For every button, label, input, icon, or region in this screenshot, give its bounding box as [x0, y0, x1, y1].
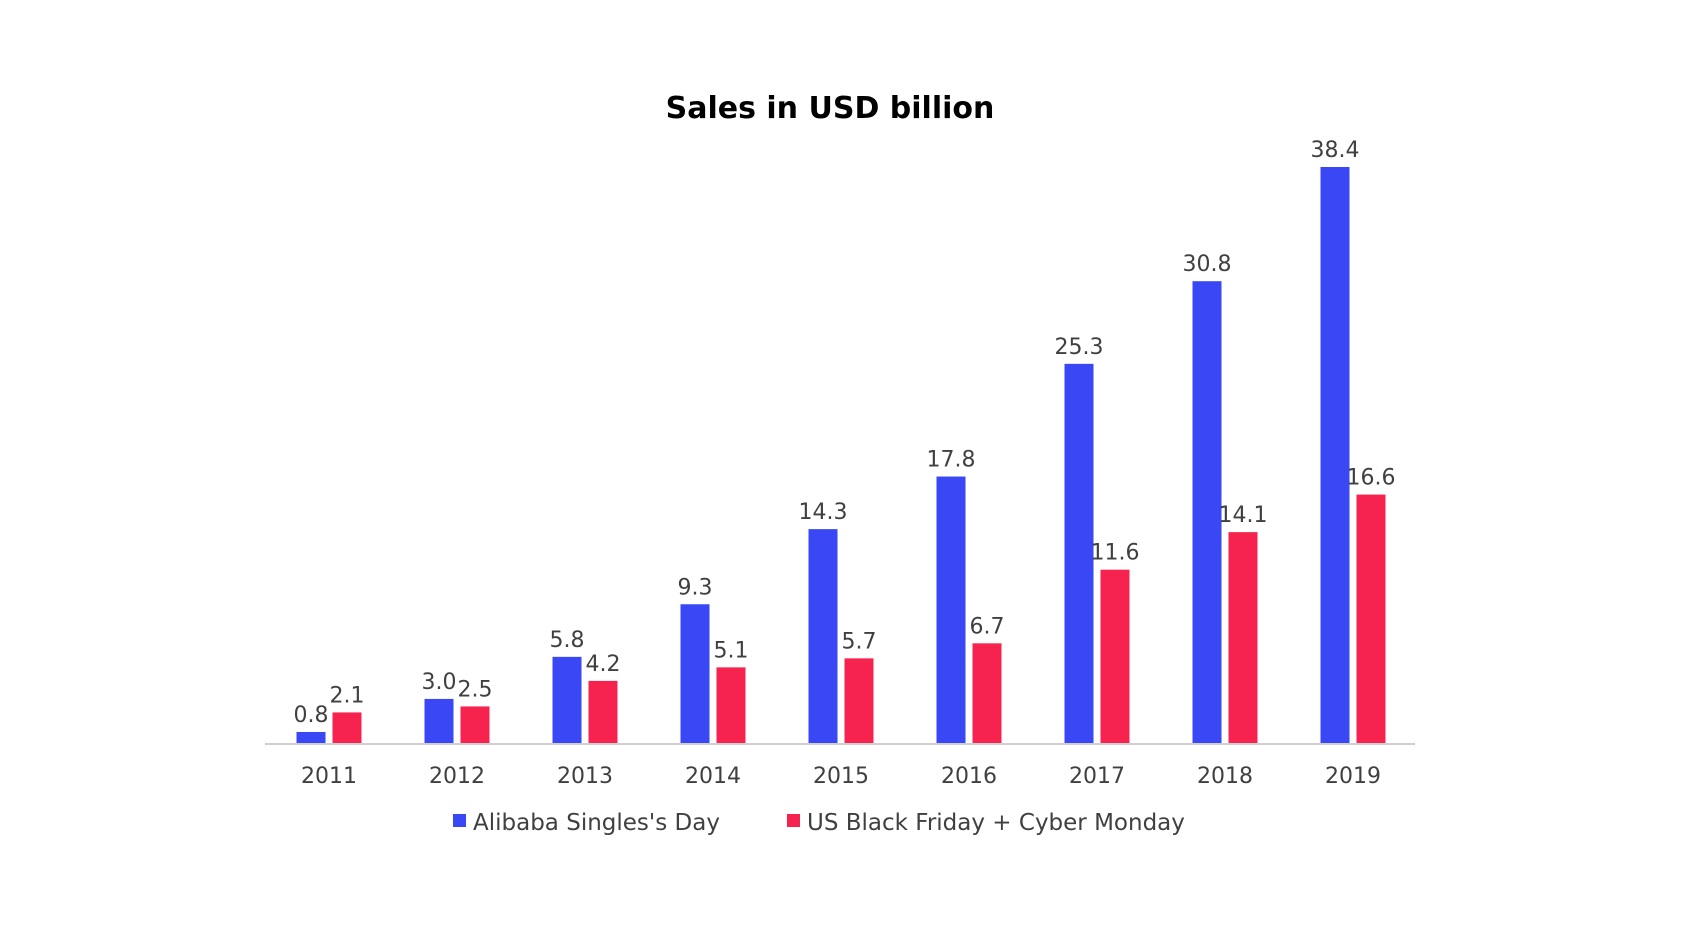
value-label-series1-2018: 14.1 [1219, 503, 1268, 528]
bar-series1-2013 [588, 680, 618, 744]
bar-series0-2015 [808, 529, 838, 744]
x-tick-label-2014: 2014 [685, 764, 741, 789]
bar-series1-2015 [844, 658, 874, 744]
bar-series1-2014 [716, 667, 746, 744]
value-label-series0-2013: 5.8 [550, 628, 585, 653]
bar-series0-2019 [1320, 167, 1350, 744]
bar-series1-2019 [1356, 494, 1386, 744]
x-tick-label-2017: 2017 [1069, 764, 1125, 789]
bar-series1-2016 [972, 643, 1002, 744]
bar-series0-2016 [936, 476, 966, 744]
bar-series0-2013 [552, 656, 582, 744]
value-label-series1-2019: 16.6 [1347, 466, 1396, 491]
chart-title: Sales in USD billion [666, 91, 995, 126]
value-labels-group: 0.82.1 3.0 2.5 5.84.2 9.3 5.1 14.3 5.7 17.8 6.7 25… [294, 138, 1396, 728]
value-label-series0-2015: 14.3 [799, 500, 848, 525]
value-label-series0-2012: 3.0 [422, 670, 457, 695]
bar-series0-2018 [1192, 281, 1222, 744]
bar-series0-2014 [680, 604, 710, 744]
bar-series1-2011 [332, 712, 362, 744]
bar-series1-2018 [1228, 532, 1258, 744]
value-label-series0-2017: 25.3 [1055, 335, 1104, 360]
value-label-series0-2011: 0.8 [294, 703, 329, 728]
x-tick-label-2019: 2019 [1325, 764, 1381, 789]
value-label-series1-2013: 4.2 [586, 652, 621, 677]
x-tick-label-2013: 2013 [557, 764, 613, 789]
legend-swatch-us-black-friday [787, 814, 800, 827]
value-label-series1-2011: 2.1 [330, 683, 365, 708]
legend-swatch-alibaba [453, 814, 466, 827]
x-tick-label-2011: 2011 [301, 764, 357, 789]
x-tick-label-2015: 2015 [813, 764, 869, 789]
value-label-series1-2012: 2.5 [458, 677, 493, 702]
value-label-series1-2014: 5.1 [714, 638, 749, 663]
bar-series0-2017 [1064, 363, 1094, 744]
legend-label-alibaba: Alibaba Singles's Day [473, 810, 720, 836]
legend-label-us-black-friday: US Black Friday + Cyber Monday [807, 810, 1185, 836]
bar-series0-2011 [296, 731, 326, 744]
x-tick-label-2018: 2018 [1197, 764, 1253, 789]
x-tick-label-2016: 2016 [941, 764, 997, 789]
bar-series1-2012 [460, 706, 490, 744]
value-label-series0-2016: 17.8 [927, 448, 976, 473]
x-tick-label-2012: 2012 [429, 764, 485, 789]
value-label-series0-2014: 9.3 [678, 575, 713, 600]
bars-group [296, 167, 1386, 744]
value-label-series0-2019: 38.4 [1311, 138, 1360, 163]
legend: Alibaba Singles's Day US Black Friday + … [453, 810, 1185, 836]
value-label-series1-2016: 6.7 [970, 614, 1005, 639]
value-label-series0-2018: 30.8 [1183, 252, 1232, 277]
bar-series1-2017 [1100, 569, 1130, 744]
x-tick-labels-group: 2011 2012 2013 2014 2015 2016 2017 2018 2019 [301, 764, 1381, 789]
value-label-series1-2017: 11.6 [1091, 541, 1140, 566]
value-label-series1-2015: 5.7 [842, 629, 877, 654]
bar-series0-2012 [424, 698, 454, 744]
